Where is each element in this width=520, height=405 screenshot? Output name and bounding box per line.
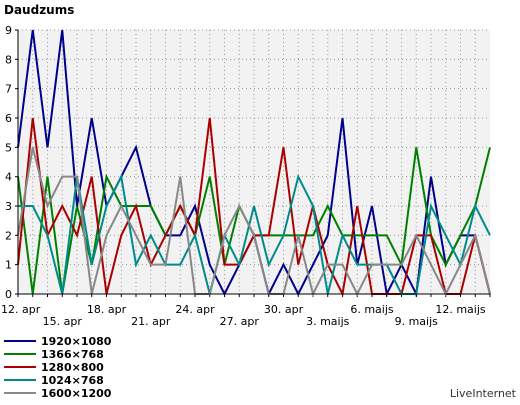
x-tick-label: 18. apr [87, 303, 127, 316]
x-tick-label: 24. apr [175, 303, 215, 316]
x-tick-label: 21. apr [131, 315, 171, 328]
y-tick-label: 9 [5, 24, 12, 37]
legend-label: 1920×1080 [41, 335, 112, 348]
x-tick-label: 3. maijs [306, 315, 350, 328]
chart-title: Daudzums [4, 3, 74, 17]
y-tick-label: 3 [5, 200, 12, 213]
y-tick-label: 1 [5, 259, 12, 272]
y-tick-label: 7 [5, 83, 12, 96]
legend-label: 1280×800 [41, 361, 104, 374]
y-tick-label: 6 [5, 112, 12, 125]
x-tick-label: 12. maijs [435, 303, 486, 316]
x-tick-label: 12. apr [1, 303, 41, 316]
y-tick-label: 0 [5, 288, 12, 301]
x-tick-label: 30. apr [264, 303, 304, 316]
y-tick-label: 8 [5, 53, 12, 66]
x-tick-label: 6. maijs [350, 303, 394, 316]
x-tick-label: 27. apr [220, 315, 260, 328]
legend-label: 1024×768 [41, 374, 104, 387]
y-axis-ticks: 0 1 2 3 4 5 6 7 8 9 [5, 24, 18, 301]
legend-label: 1366×768 [41, 348, 104, 361]
series-line [17, 147, 491, 297]
legend: 1920×10801366×7681280×8001024×7681600×12… [4, 335, 112, 400]
y-tick-label: 2 [5, 229, 12, 242]
y-tick-label: 5 [5, 141, 12, 154]
x-tick-label: 9. maijs [395, 315, 439, 328]
brand-label: LiveInternet [450, 387, 517, 400]
legend-label: 1600×1200 [41, 387, 112, 400]
grid [18, 29, 490, 294]
y-tick-label: 4 [5, 171, 12, 184]
x-tick-label: 15. apr [43, 315, 83, 328]
